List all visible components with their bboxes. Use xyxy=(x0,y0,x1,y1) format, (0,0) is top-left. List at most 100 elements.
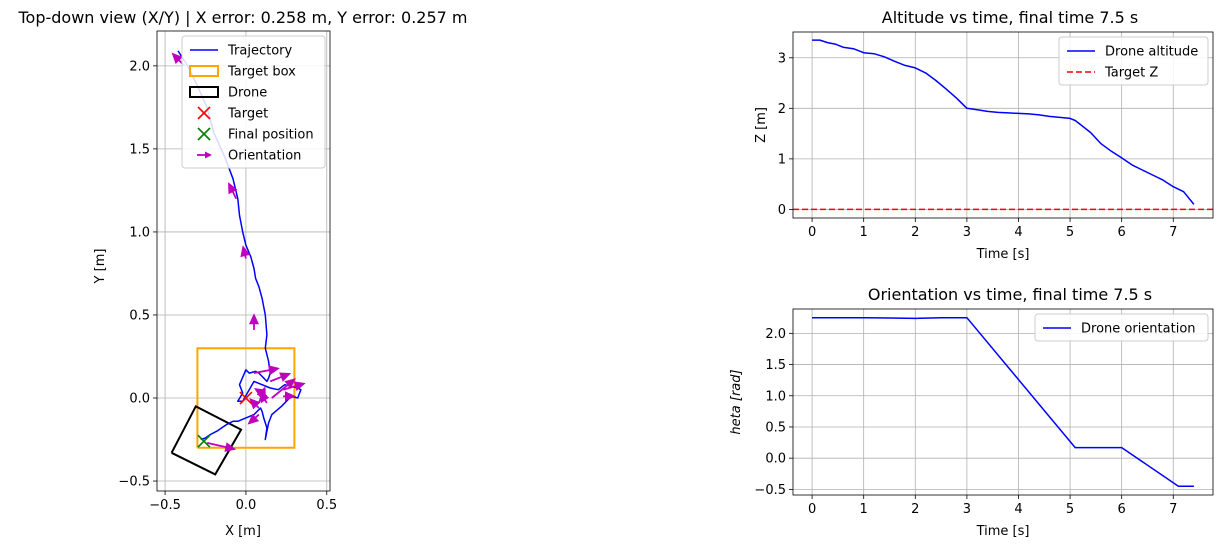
topdown-frame xyxy=(156,30,331,492)
orientation-title: Orientation vs time, final time 7.5 s xyxy=(868,285,1152,304)
altitude-legend-label: Drone altitude xyxy=(1105,45,1198,60)
orientation-xtick-label: 1 xyxy=(860,502,868,517)
trajectory-line xyxy=(177,50,302,441)
orientation-legend-box xyxy=(1034,313,1209,342)
altitude-xlabel: Time [s] xyxy=(976,247,1030,262)
topdown-legend-label: Drone xyxy=(228,86,267,101)
orientation-ytick-label: 0.0 xyxy=(765,452,786,467)
orientation-xtick-label: 5 xyxy=(1066,502,1074,517)
altitude-xtick-label: 2 xyxy=(911,225,919,240)
orientation-arrow-head xyxy=(224,442,237,452)
orientation-arrow xyxy=(271,378,296,399)
orientation-arrow-head xyxy=(228,182,238,195)
altitude-series-0 xyxy=(812,39,1195,205)
orientation-xtick-label: 4 xyxy=(1014,502,1022,517)
topdown-xtick-label: −0.5 xyxy=(149,498,181,513)
orientation-arrow xyxy=(256,386,266,404)
orientation-arrow xyxy=(269,372,292,383)
topdown-legend-item: Orientation xyxy=(197,149,301,164)
legend-x-handle-b xyxy=(197,106,211,120)
topdown-plot: Top-down view (X/Y) | X error: 0.258 m, … xyxy=(17,8,467,539)
orientation-ytick-label: 0.5 xyxy=(765,420,786,435)
altitude-xtick-label: 7 xyxy=(1169,225,1177,240)
orientation-arrow xyxy=(249,398,261,410)
orientation-ytick-label: 1.0 xyxy=(765,389,786,404)
orientation-series-0 xyxy=(812,316,1194,488)
topdown-legend-item: Final position xyxy=(197,127,314,143)
target-box xyxy=(196,347,296,449)
topdown-legend-item: Target box xyxy=(189,65,296,80)
altitude-legend-label: Target Z xyxy=(1104,66,1158,81)
orientation-arrow-head xyxy=(284,378,296,389)
orientation-ytick-label: 2.0 xyxy=(765,327,786,342)
topdown-legend-item: Trajectory xyxy=(190,44,292,59)
orientation-arrow xyxy=(283,391,296,402)
topdown-legend-label: Target box xyxy=(227,65,296,80)
altitude-legend-item: Drone altitude xyxy=(1067,45,1198,60)
altitude-plot: Altitude vs time, final time 7.5 s Time … xyxy=(754,8,1214,262)
orientation-plot: Orientation vs time, final time 7.5 s Ti… xyxy=(729,285,1214,539)
orientation-legend-label: Drone orientation xyxy=(1081,322,1196,337)
orientation-frame xyxy=(792,308,1214,496)
legend-x-handle-b xyxy=(197,127,211,141)
final-position-marker xyxy=(197,434,211,448)
orientation-arrow-head xyxy=(240,245,251,258)
orientation-arrow xyxy=(228,182,238,200)
topdown-legend-label: Target xyxy=(227,107,268,122)
topdown-legend-label: Trajectory xyxy=(227,44,292,59)
altitude-xtick-label: 3 xyxy=(963,225,971,240)
orientation-ytick-label: 1.5 xyxy=(765,358,786,373)
altitude-xtick-label: 1 xyxy=(860,225,868,240)
orientation-arrow-head xyxy=(247,413,260,425)
final-position-marker-stroke-b xyxy=(197,434,211,448)
orientation-arrow-head xyxy=(171,52,183,64)
orientation-xtick-label: 0 xyxy=(808,502,816,517)
altitude-ytick-label: 0 xyxy=(778,203,786,218)
orientation-xtick-label: 3 xyxy=(963,502,971,517)
orientation-arrow-head xyxy=(279,372,292,382)
orientation-arrow-head xyxy=(249,398,261,410)
topdown-legend-item: Drone xyxy=(189,86,267,101)
orientation-arrow-head xyxy=(249,313,259,325)
altitude-xtick-label: 4 xyxy=(1014,225,1022,240)
topdown-legend-label: Final position xyxy=(228,128,314,143)
legend-rect-handle xyxy=(189,65,219,77)
altitude-legend: Drone altitude Target Z xyxy=(1058,36,1209,86)
topdown-ytick-label: 1.0 xyxy=(129,225,150,240)
topdown-legend: Trajectory Target box Drone Target Final pos… xyxy=(181,35,326,169)
orientation-arrow xyxy=(249,313,259,330)
legend-arrow-head xyxy=(205,151,212,159)
orientation-xtick-label: 2 xyxy=(911,502,919,517)
altitude-xtick-label: 5 xyxy=(1066,225,1074,240)
orientation-xtick-label: 7 xyxy=(1169,502,1177,517)
target-marker xyxy=(239,391,253,405)
orientation-arrow-head xyxy=(293,381,306,391)
orientation-arrow xyxy=(253,365,280,376)
legend-rect-handle xyxy=(189,86,219,98)
orientation-ylabel: heta [rad] xyxy=(729,369,744,434)
altitude-xtick-label: 0 xyxy=(808,225,816,240)
orientation-ylabel-text: heta [rad] xyxy=(729,369,744,434)
topdown-ylabel: Y [m] xyxy=(93,249,108,285)
orientation-arrow xyxy=(247,413,260,425)
topdown-ytick-label: 1.5 xyxy=(129,142,150,157)
altitude-ytick-label: 2 xyxy=(778,102,786,117)
target-marker-stroke-b xyxy=(239,391,253,405)
orientation-ytick-label: −0.5 xyxy=(754,483,786,498)
altitude-legend-item: Target Z xyxy=(1067,66,1158,81)
orientation-arrow xyxy=(240,245,251,259)
altitude-ylabel: Z [m] xyxy=(754,107,769,143)
orientation-xtick-label: 6 xyxy=(1118,502,1126,517)
topdown-ytick-label: −0.5 xyxy=(118,475,150,490)
altitude-xtick-label: 6 xyxy=(1118,225,1126,240)
altitude-ytick-label: 3 xyxy=(778,51,786,66)
topdown-ytick-label: 0.5 xyxy=(129,308,150,323)
altitude-legend-box xyxy=(1058,36,1209,86)
orientation-arrow-head xyxy=(268,365,280,376)
topdown-legend-label: Orientation xyxy=(228,149,301,164)
drone-box xyxy=(170,404,243,476)
topdown-ytick-label: 2.0 xyxy=(129,59,150,74)
orientation-arrow-head xyxy=(285,391,296,402)
orientation-legend: Drone orientation xyxy=(1034,313,1209,342)
